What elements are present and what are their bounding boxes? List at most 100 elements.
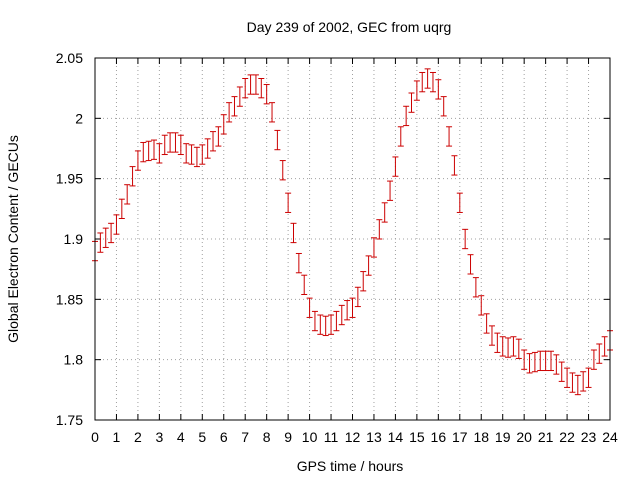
data-point: [188, 144, 195, 165]
data-point: [295, 252, 302, 274]
data-point: [370, 237, 377, 258]
data-point: [413, 80, 420, 101]
data-point: [467, 254, 474, 275]
data-point: [478, 295, 485, 316]
data-point: [558, 361, 565, 382]
data-point: [134, 150, 141, 171]
data-point: [317, 314, 324, 335]
data-point: [451, 155, 458, 176]
data-point: [247, 74, 254, 95]
x-tick-label: 24: [602, 429, 618, 445]
grid-layer: [95, 58, 610, 420]
chart-title: Day 239 of 2002, GEC from uqrg: [247, 19, 452, 35]
data-point: [290, 222, 297, 244]
data-point: [397, 126, 404, 147]
data-point: [531, 351, 538, 373]
data-point: [580, 371, 587, 392]
x-tick-label: 3: [155, 429, 163, 445]
data-point: [102, 227, 109, 248]
data-point: [408, 92, 415, 113]
data-point: [590, 349, 597, 370]
y-tick-label: 1.85: [56, 291, 83, 307]
data-point: [252, 74, 259, 95]
data-point: [601, 336, 608, 357]
data-point: [145, 140, 152, 162]
data-point: [376, 219, 383, 240]
y-axis-label: Global Electron Content / GECUs: [5, 135, 21, 343]
ticks-layer: 0 1 2 3 4 5 6 7 8 9 10 11 12 13 14 15 16 17 18 19 20 21 22 23 24…: [56, 50, 618, 445]
data-point: [306, 297, 313, 318]
data-point: [172, 132, 179, 153]
data-point: [269, 102, 276, 123]
data-layer: [92, 68, 613, 396]
data-point: [462, 228, 469, 250]
data-point: [322, 315, 329, 337]
data-point: [494, 332, 501, 353]
data-point: [440, 96, 447, 117]
data-point: [333, 310, 340, 332]
x-tick-label: 13: [366, 429, 382, 445]
data-point: [403, 105, 410, 127]
data-point: [574, 374, 581, 396]
data-point: [226, 102, 233, 123]
data-point: [161, 134, 168, 156]
data-point: [510, 336, 517, 357]
x-tick-label: 1: [113, 429, 121, 445]
plot-frame: [94, 57, 611, 421]
data-point: [210, 131, 217, 152]
x-tick-label: 22: [559, 429, 575, 445]
data-point: [429, 71, 436, 93]
x-tick-label: 21: [538, 429, 554, 445]
data-point: [547, 350, 554, 372]
x-tick-label: 5: [198, 429, 206, 445]
data-point: [301, 274, 308, 296]
data-point: [151, 139, 158, 160]
data-point: [285, 192, 292, 213]
y-tick-label: 1.8: [64, 352, 84, 368]
data-point: [338, 304, 345, 326]
x-tick-label: 0: [91, 429, 99, 445]
data-point: [499, 336, 506, 357]
data-point: [129, 166, 136, 187]
data-point: [521, 349, 528, 370]
y-tick-label: 2.05: [56, 50, 83, 66]
x-axis-label: GPS time / hours: [297, 458, 404, 474]
x-tick-label: 23: [581, 429, 597, 445]
data-point: [140, 141, 147, 163]
data-point: [483, 313, 490, 334]
data-point: [537, 350, 544, 372]
data-point: [199, 144, 206, 165]
data-point: [424, 68, 431, 89]
data-point: [328, 314, 335, 335]
data-point: [360, 271, 367, 292]
data-point: [344, 300, 351, 321]
data-point: [365, 255, 372, 276]
data-point: [215, 126, 222, 147]
data-point: [596, 343, 603, 364]
data-point: [242, 78, 249, 99]
x-tick-label: 14: [388, 429, 404, 445]
x-tick-label: 2: [134, 429, 142, 445]
data-point: [569, 372, 576, 393]
data-point: [446, 126, 453, 147]
data-point: [220, 114, 227, 135]
data-point: [488, 325, 495, 346]
x-tick-label: 16: [431, 429, 447, 445]
data-point: [419, 71, 426, 93]
x-tick-label: 15: [409, 429, 425, 445]
data-point: [108, 222, 115, 244]
data-point: [279, 160, 286, 181]
data-point: [274, 129, 281, 151]
data-point: [193, 146, 200, 168]
x-tick-label: 12: [345, 429, 361, 445]
data-point: [354, 286, 361, 308]
x-tick-label: 10: [302, 429, 318, 445]
data-point: [124, 184, 131, 205]
x-tick-label: 18: [473, 429, 489, 445]
data-point: [258, 78, 265, 99]
y-tick-label: 1.95: [56, 171, 83, 187]
data-point: [118, 198, 125, 219]
data-point: [204, 138, 211, 159]
x-tick-label: 17: [452, 429, 468, 445]
y-tick-label: 1.9: [64, 231, 84, 247]
